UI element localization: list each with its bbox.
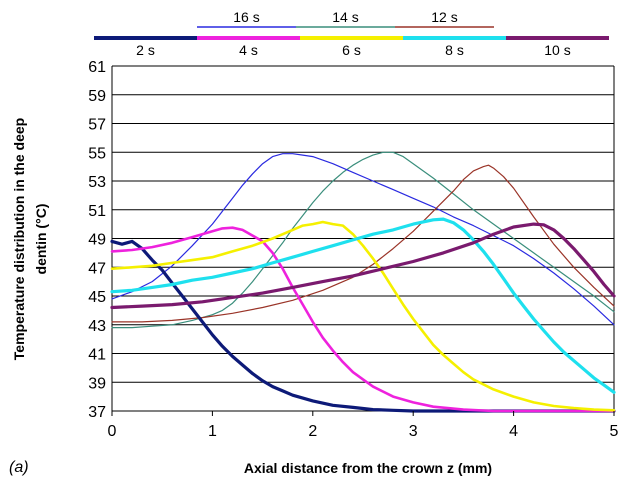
series-line-8s	[110, 217, 616, 394]
series-line-14s	[111, 151, 615, 329]
series-line-12s	[111, 164, 615, 323]
series-line-4s	[110, 226, 616, 413]
y-tick-label: 41	[88, 347, 106, 364]
y-axis-label: Temperature distribution in the deep	[11, 118, 27, 360]
y-axis-label: dentin (°C)	[33, 204, 49, 275]
x-tick-label: 0	[108, 423, 117, 440]
y-tick-label: 57	[88, 117, 106, 134]
legend: 2 s 4 s 6 s 8 s 10 s 16 s 14 s 12 s	[94, 9, 609, 58]
y-tick-label: 37	[88, 404, 106, 421]
y-tick-label: 51	[88, 203, 106, 220]
y-tick-label: 43	[88, 318, 106, 335]
legend-label: 4 s	[239, 42, 258, 58]
y-tick-label: 49	[88, 232, 106, 249]
legend-label: 14 s	[332, 9, 358, 25]
x-tick-label: 5	[610, 423, 619, 440]
y-tick-labels: 37 39 41 43 45 47 49 51 53 55 57 59 61	[88, 59, 106, 421]
y-tick-label: 53	[88, 174, 106, 191]
legend-label: 10 s	[544, 42, 570, 58]
x-tick-labels: 0 1 2 3 4 5	[108, 411, 619, 440]
x-axis-label: Axial distance from the crown z (mm)	[244, 460, 492, 476]
y-tick-label: 45	[88, 289, 106, 306]
series-layer	[110, 151, 616, 413]
y-tick-label: 55	[88, 145, 106, 162]
legend-label: 12 s	[431, 9, 457, 25]
y-tick-label: 47	[88, 260, 106, 277]
y-tick-label: 39	[88, 375, 106, 392]
y-tick-label: 59	[88, 88, 106, 105]
legend-label: 6 s	[342, 42, 361, 58]
x-tick-label: 1	[208, 423, 217, 440]
legend-label: 2 s	[136, 42, 155, 58]
series-line-16s	[111, 153, 615, 326]
panel-label: (a)	[9, 459, 29, 476]
y-axis-label-group: Temperature distribution in the deep dent…	[11, 118, 49, 360]
x-tick-label: 3	[409, 423, 418, 440]
gridlines	[112, 65, 614, 412]
series-line-10s	[110, 222, 616, 310]
x-tick-label: 2	[308, 423, 317, 440]
legend-label: 8 s	[445, 42, 464, 58]
x-tick-label: 4	[509, 423, 518, 440]
series-line-6s	[110, 220, 616, 412]
y-tick-label: 61	[88, 59, 106, 76]
legend-label: 16 s	[233, 9, 259, 25]
series-line-2s	[110, 239, 616, 413]
